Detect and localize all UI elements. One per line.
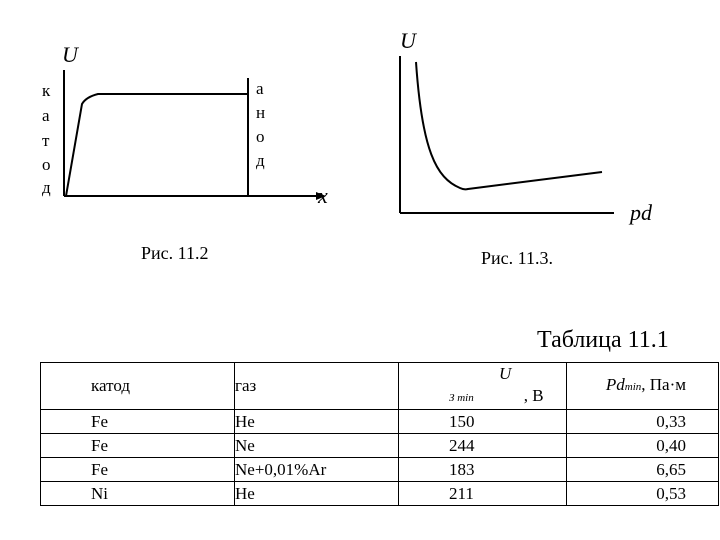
anode-label: а н о д: [256, 79, 265, 170]
fig2-y-axis-label: U: [400, 28, 418, 53]
cell-pd: 6,65: [566, 457, 719, 482]
cell-voltage: 183: [398, 457, 567, 482]
cell-gas: He: [234, 409, 399, 434]
table-row: Fe He 150 0,33: [40, 409, 719, 434]
cathode-letter: к: [42, 81, 51, 100]
cell-cathode: Fe: [40, 457, 235, 482]
anode-letter: д: [256, 151, 265, 170]
cell-pd: 0,40: [566, 433, 719, 458]
figure-11-2: U x к а т о д а н о д: [42, 42, 328, 208]
figure-11-3-caption: Рис. 11.3.: [481, 248, 553, 268]
cell-cathode: Fe: [40, 409, 235, 434]
cell-gas: He: [234, 481, 399, 506]
header-cathode: катод: [40, 362, 235, 410]
header-voltage: UЗ min, В: [398, 362, 567, 410]
cell-cathode: Ni: [40, 481, 235, 506]
cell-voltage: 211: [398, 481, 567, 506]
paschen-curve: [415, 61, 603, 191]
figure-11-2-caption: Рис. 11.2: [141, 243, 209, 263]
header-pd: Pdmin, Па·м: [566, 362, 719, 410]
cathode-label: к а т о д: [42, 81, 51, 197]
cathode-letter: о: [42, 155, 51, 174]
cell-pd: 0,53: [566, 481, 719, 506]
fig1-potential-curve: [65, 93, 248, 197]
table-row: Fe Ne+0,01%Ar 183 6,65: [40, 457, 719, 482]
cathode-letter: т: [42, 131, 50, 150]
table-row: Ni He 211 0,53: [40, 481, 719, 506]
cathode-gas-table: катод газ UЗ min, В Pdmin, Па·м Fe He 15…: [40, 362, 719, 506]
cell-pd: 0,33: [566, 409, 719, 434]
cell-voltage: 244: [398, 433, 567, 458]
table-header-row: катод газ UЗ min, В Pdmin, Па·м: [40, 362, 719, 410]
cathode-letter: а: [42, 106, 50, 125]
cell-gas: Ne+0,01%Ar: [234, 457, 399, 482]
figure-11-3: U pd: [399, 28, 653, 225]
fig1-x-axis-label: x: [317, 183, 328, 208]
anode-letter: н: [256, 103, 265, 122]
cell-voltage: 150: [398, 409, 567, 434]
cell-cathode: Fe: [40, 433, 235, 458]
header-gas: газ: [234, 362, 399, 410]
anode-letter: о: [256, 127, 265, 146]
table-row: Fe Ne 244 0,40: [40, 433, 719, 458]
anode-letter: а: [256, 79, 264, 98]
cell-gas: Ne: [234, 433, 399, 458]
cathode-letter: д: [42, 178, 51, 197]
fig1-x-arrow: [316, 192, 326, 200]
fig2-x-axis-label: pd: [628, 200, 653, 225]
table-title: Таблица 11.1: [537, 327, 669, 353]
fig1-y-axis-label: U: [62, 42, 80, 67]
